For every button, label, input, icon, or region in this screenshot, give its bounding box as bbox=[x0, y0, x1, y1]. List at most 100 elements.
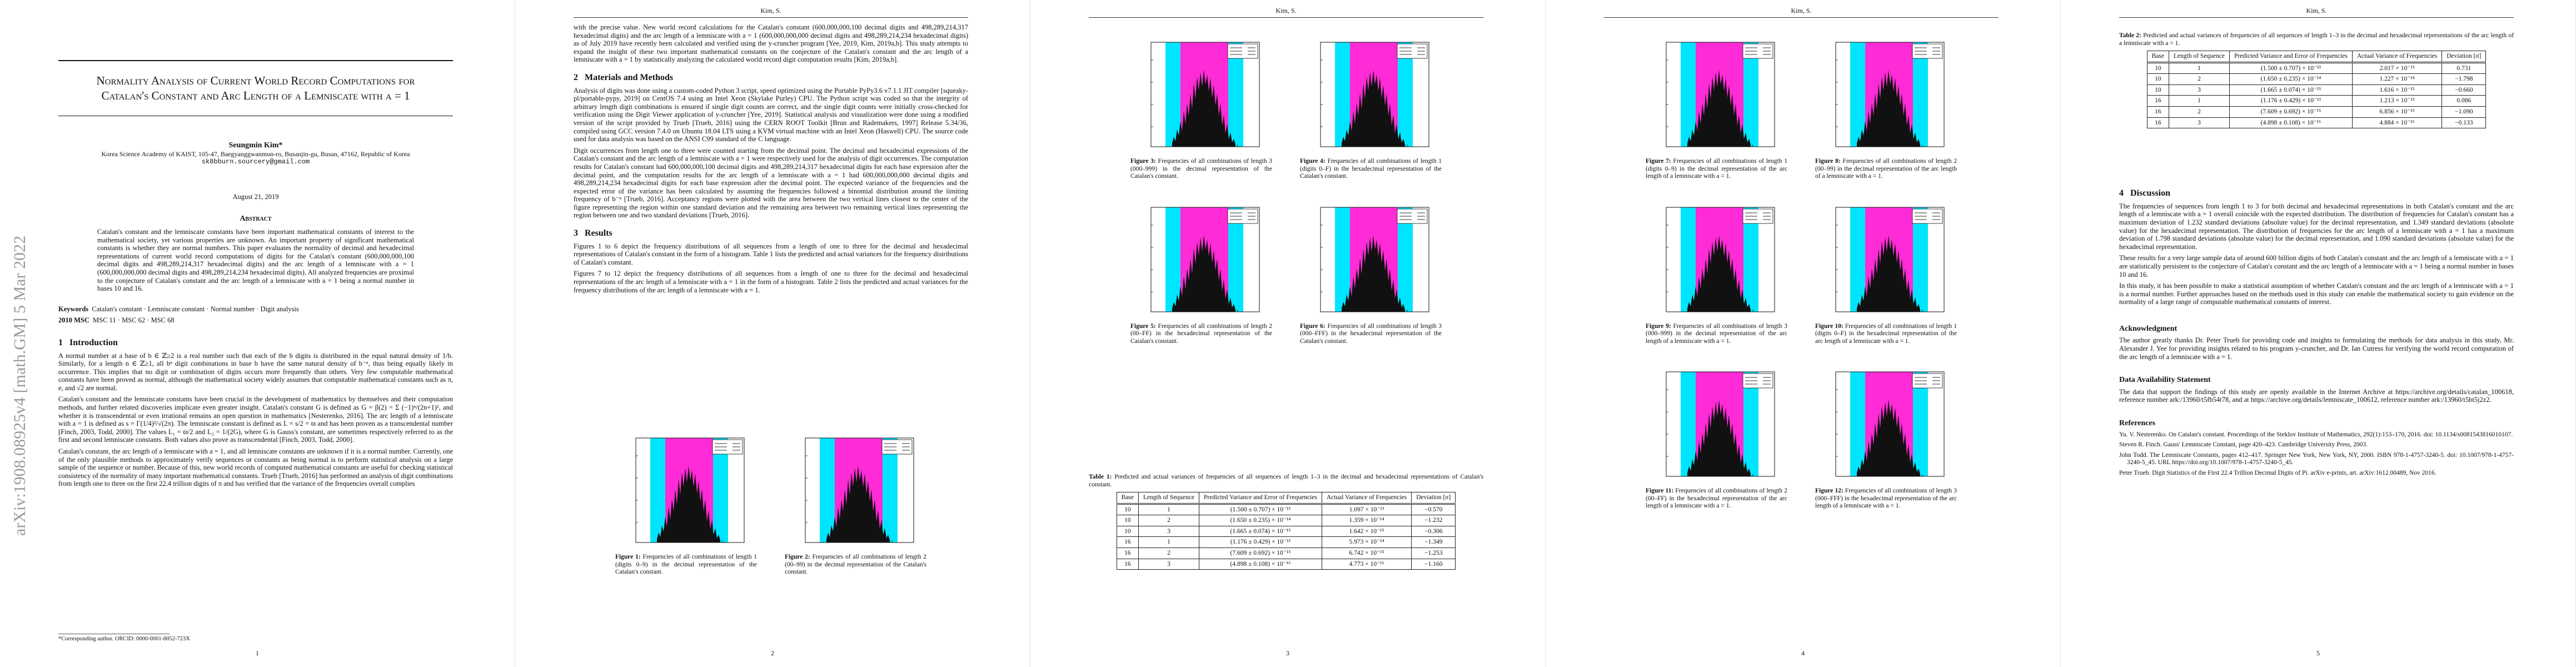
column-header: Length of Sequence bbox=[2169, 51, 2230, 63]
table-body: 10 1 (1.500 ± 0.707) × 10⁻¹³ 2.017 × 10⁻¹³ 0… bbox=[2146, 62, 2487, 129]
table-cell: 16 bbox=[2146, 106, 2170, 118]
table: Base Length of Sequence Predicted Variance… bbox=[1116, 492, 1456, 570]
table-cell: 5.973 × 10⁻¹⁴ bbox=[1321, 536, 1412, 548]
figure-plot bbox=[1654, 367, 1779, 484]
figure-label: Figure 11: bbox=[1646, 487, 1674, 494]
histogram-figure bbox=[1654, 367, 1779, 484]
section-heading: Data Availability Statement bbox=[2119, 376, 2211, 385]
table-cell: 1.642 × 10⁻¹⁵ bbox=[1321, 525, 1412, 537]
figure-plot bbox=[793, 434, 918, 550]
figure-label: Figure 3: bbox=[1130, 158, 1156, 165]
page-4: Kim, S. Figure 7: Frequencies of all com… bbox=[1546, 0, 2061, 667]
table-cell: 3 bbox=[1138, 558, 1199, 570]
table-cell: (1.665 ± 0.074) × 10⁻¹⁵ bbox=[1198, 525, 1322, 537]
paragraph: Figures 1 to 6 depict the frequency dist… bbox=[574, 242, 968, 266]
section-heading: 3 Results bbox=[574, 228, 612, 238]
figure-label: Figure 1: bbox=[615, 554, 641, 560]
figure-plot bbox=[1308, 203, 1433, 320]
histogram-figure bbox=[793, 434, 918, 550]
table-block: Table 1: Predicted and actual variances … bbox=[1089, 474, 1483, 570]
section-heading: 1 Introduction bbox=[58, 337, 118, 347]
msc: 2010 MSC MSC 11 · MSC 62 · MSC 68 bbox=[58, 316, 453, 325]
paragraph: Figures 7 to 12 depict the frequency dis… bbox=[574, 270, 968, 294]
figure-caption: Figure 7: Frequencies of all combination… bbox=[1646, 158, 1787, 181]
table-row: 10 1 (1.500 ± 0.707) × 10⁻¹³ 1.097 × 10⁻¹³ −… bbox=[1116, 503, 1456, 516]
running-head: Kim, S. bbox=[1089, 7, 1483, 18]
abstract: Catalan's constant and the lemniscate co… bbox=[97, 227, 414, 293]
page-1-content: Normality Analysis of Current World Reco… bbox=[58, 60, 453, 491]
figure-caption-text: Frequencies of all combinations of lengt… bbox=[615, 554, 757, 575]
table-cell: 16 bbox=[2146, 117, 2170, 129]
table-cell: 10 bbox=[1116, 515, 1139, 526]
table-cell: 1.227 × 10⁻¹⁴ bbox=[2351, 73, 2443, 85]
author: Seungmin Kim* bbox=[228, 141, 283, 150]
table-row: 10 2 (1.650 ± 0.235) × 10⁻¹⁴ 1.359 × 10⁻¹⁴ −… bbox=[1116, 515, 1456, 526]
keywords: Keywords Catalan's constant · Lemniscate… bbox=[58, 305, 453, 313]
figure: Figure 12: Frequencies of all combinatio… bbox=[1815, 367, 1957, 510]
table-cell: −1.798 bbox=[2442, 73, 2487, 85]
figure-label: Figure 7: bbox=[1646, 158, 1671, 165]
table-row: 16 3 (4.898 ± 0.108) × 10⁻¹⁶ 4.773 × 10⁻¹⁶ −… bbox=[1116, 558, 1456, 570]
histogram-figure bbox=[1654, 203, 1779, 320]
table-cell: (1.500 ± 0.707) × 10⁻¹³ bbox=[2229, 62, 2353, 74]
column-header: Length of Sequence bbox=[1138, 492, 1199, 504]
figure-caption-text: Frequencies of all combinations of lengt… bbox=[1130, 322, 1272, 345]
column-header: Predicted Variance and Error of Frequenc… bbox=[2229, 51, 2353, 63]
paragraph: The author greatly thanks Dr. Peter True… bbox=[2119, 336, 2514, 361]
column-header: Base bbox=[1116, 492, 1139, 504]
figure-caption-text: Frequencies of all combinations of lengt… bbox=[785, 554, 926, 575]
figure-caption: Figure 11: Frequencies of all combinatio… bbox=[1646, 487, 1787, 510]
msc-text: MSC 11 · MSC 62 · MSC 68 bbox=[93, 316, 175, 325]
section-heading: Acknowledgment bbox=[2119, 324, 2178, 333]
figure-label: Figure 8: bbox=[1815, 158, 1841, 165]
table-cell: (4.898 ± 0.108) × 10⁻¹⁶ bbox=[2229, 117, 2353, 129]
table-header-row: Base Length of Sequence Predicted Variance… bbox=[1116, 492, 1456, 504]
figure-plot bbox=[624, 434, 749, 550]
figure-caption-text: Frequencies of all combinations of lengt… bbox=[1815, 322, 1957, 345]
reference-list: Yu. V. Nesterenko. On Catalan's constant… bbox=[2119, 431, 2514, 477]
figure-plot bbox=[1823, 38, 1949, 155]
figure-label: Figure 10: bbox=[1815, 322, 1843, 330]
table-cell: 6.742 × 10⁻¹⁵ bbox=[1321, 547, 1412, 559]
figure-caption: Figure 12: Frequencies of all combinatio… bbox=[1815, 487, 1957, 510]
figure-caption: Figure 6: Frequencies of all combination… bbox=[1300, 323, 1442, 346]
table-cell: 10 bbox=[2146, 84, 2170, 96]
page-number: 4 bbox=[1801, 649, 1805, 657]
table-cell: 1.097 × 10⁻¹³ bbox=[1321, 503, 1412, 516]
table-head: Base Length of Sequence Predicted Variance… bbox=[2146, 51, 2487, 63]
table-label: Table 2: bbox=[2119, 32, 2141, 39]
table-body: 10 1 (1.500 ± 0.707) × 10⁻¹³ 1.097 × 10⁻¹³ −… bbox=[1116, 503, 1456, 570]
keywords-label: Keywords bbox=[58, 305, 89, 313]
figure: Figure 10: Frequencies of all combinatio… bbox=[1815, 203, 1957, 346]
figure: Figure 3: Frequencies of all combination… bbox=[1130, 38, 1272, 181]
paragraph: In this study, it has been possible to m… bbox=[2119, 282, 2514, 306]
table-cell: (4.898 ± 0.108) × 10⁻¹⁶ bbox=[1198, 558, 1322, 570]
figure: Figure 7: Frequencies of all combination… bbox=[1646, 38, 1787, 181]
page-5-content: Table 2: Predicted and actual variances … bbox=[2119, 32, 2514, 480]
section-heading: References bbox=[2119, 419, 2156, 428]
figure-plot bbox=[1139, 203, 1264, 320]
table-cell: 1 bbox=[1138, 503, 1199, 516]
paper-title: Normality Analysis of Current World Reco… bbox=[58, 60, 453, 116]
figure-plot bbox=[1823, 367, 1949, 484]
figure-caption-text: Frequencies of all combinations of lengt… bbox=[1300, 158, 1442, 180]
figure-caption: Figure 8: Frequencies of all combination… bbox=[1815, 158, 1957, 181]
figure: Figure 11: Frequencies of all combinatio… bbox=[1646, 367, 1787, 510]
table-cell: −1.160 bbox=[1411, 558, 1456, 570]
date: August 21, 2019 bbox=[232, 192, 279, 201]
table-cell: −0.133 bbox=[2442, 117, 2487, 129]
reference: Steven R. Finch. Gauss' Lemniscate Const… bbox=[2119, 441, 2368, 449]
table-cell: −0.660 bbox=[2442, 84, 2487, 96]
figure-plot bbox=[1308, 38, 1433, 155]
table-cell: 10 bbox=[1116, 503, 1139, 516]
table-cell: (1.665 ± 0.074) × 10⁻¹⁵ bbox=[2229, 84, 2353, 96]
table-cell: 1.616 × 10⁻¹⁵ bbox=[2351, 84, 2443, 96]
table-row: 16 1 (1.176 ± 0.429) × 10⁻¹³ 5.973 × 10⁻¹⁴ −… bbox=[1116, 536, 1456, 548]
table-label: Table 1: bbox=[1089, 474, 1112, 480]
table-cell: 3 bbox=[1138, 525, 1199, 537]
table-cell: 2 bbox=[2169, 106, 2230, 118]
figure-grid: Figure 3: Frequencies of all combination… bbox=[1130, 38, 1447, 345]
histogram-figure bbox=[1823, 38, 1949, 155]
page-1: arXiv:1908.08925v4 [math.GM] 5 Mar 2022 … bbox=[0, 0, 515, 667]
reference: John Todd. The Lemniscate Constants, pag… bbox=[2119, 451, 2514, 466]
